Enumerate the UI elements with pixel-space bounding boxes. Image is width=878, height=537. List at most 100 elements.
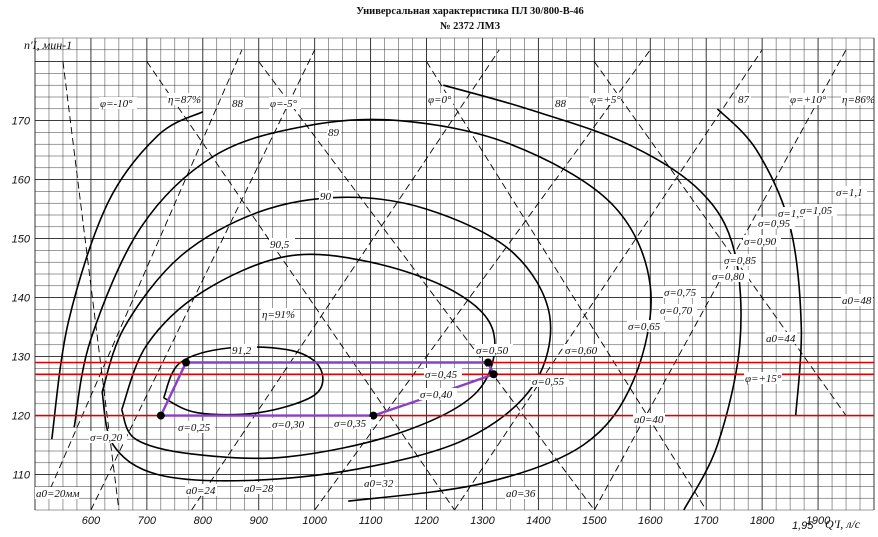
efficiency-label: η=86% xyxy=(842,94,875,106)
x-tick-label: 900 xyxy=(250,515,269,527)
label-bg xyxy=(271,418,309,430)
label-bg xyxy=(231,344,257,356)
cavitation-label: σ=0,40 xyxy=(420,389,453,401)
cavitation-label: σ=0,25 xyxy=(178,422,211,434)
y-axis-label: n'I, мин-1 xyxy=(24,38,72,52)
x-tick-label: 600 xyxy=(82,515,101,527)
x-tick-label: 1000 xyxy=(302,515,327,527)
label-bg xyxy=(333,417,371,429)
opening-label: a0=20мм xyxy=(36,488,79,500)
x-tick-label: 1800 xyxy=(750,515,775,527)
efficiency-label: 87 xyxy=(738,94,750,106)
label-bg xyxy=(177,421,215,433)
label-bg xyxy=(737,93,751,105)
label-bg xyxy=(231,97,245,109)
efficiency-contour xyxy=(716,108,803,416)
construction-line xyxy=(593,61,847,416)
opening-label: a0=44 xyxy=(766,333,796,345)
axis-ticks: 600 700 800 900 1000 1100 1200 1300 1400 1500 1600… xyxy=(12,116,832,527)
label-bg xyxy=(789,93,827,105)
y-tick-label: 150 xyxy=(12,234,31,246)
x-tick-label: 1100 xyxy=(359,515,384,527)
cavitation-label: σ=0,60 xyxy=(565,345,598,357)
y-tick-label: 140 xyxy=(12,293,31,305)
efficiency-contour xyxy=(120,253,496,460)
cavitation-label: σ=0,85 xyxy=(724,255,757,267)
y-tick-label: 170 xyxy=(12,116,31,128)
label-bg xyxy=(319,190,333,202)
label-bg xyxy=(711,270,749,282)
x-tick-label: 1500 xyxy=(582,515,607,527)
label-bg xyxy=(627,320,665,332)
opening-label: a0=48 xyxy=(842,295,872,307)
label-bg xyxy=(841,294,873,306)
cavitation-label: σ=0,75 xyxy=(664,287,697,299)
chart-title: Универсальная характеристика ПЛ 30/800-В… xyxy=(356,6,583,17)
cavitation-label: σ=0,50 xyxy=(476,345,509,357)
x-tick-label: 800 xyxy=(194,515,213,527)
blade-angle-label: φ=-5° xyxy=(270,98,298,110)
blade-angle-label: φ=+15° xyxy=(745,373,782,385)
label-bg xyxy=(167,93,199,105)
cavitation-label: σ=0,95 xyxy=(758,218,791,230)
efficiency-label: 90,5 xyxy=(270,239,290,251)
cavitation-label: σ=1,05 xyxy=(800,205,833,217)
y-tick-label: 130 xyxy=(12,352,31,364)
blade-angle-label: φ=+10° xyxy=(790,94,827,106)
operating-point-marker xyxy=(182,358,191,367)
label-bg xyxy=(261,308,293,320)
label-bg xyxy=(531,375,569,387)
efficiency-contours xyxy=(50,84,803,511)
blade-angle-label: φ=0° xyxy=(428,94,452,106)
efficiency-label: 91,2 xyxy=(232,345,252,357)
cavitation-label: σ=1,0 xyxy=(778,208,805,220)
x-tick-label: 1600 xyxy=(638,515,663,527)
construction-line xyxy=(90,49,316,511)
y-tick-label: 110 xyxy=(12,470,30,482)
label-bg xyxy=(744,372,782,384)
label-bg xyxy=(505,487,537,499)
efficiency-contour xyxy=(50,111,204,440)
label-bg xyxy=(475,344,513,356)
opening-label: a0=40 xyxy=(634,414,664,426)
operating-point-marker xyxy=(484,358,493,367)
construction-line xyxy=(258,61,595,511)
construction-line xyxy=(454,49,763,511)
construction-line xyxy=(45,49,243,499)
efficiency-label: η=87% xyxy=(168,94,201,106)
y-tick-label: 160 xyxy=(12,175,31,187)
label-bg xyxy=(663,286,701,298)
construction-line xyxy=(426,61,707,511)
cavitation-label: σ=0,65 xyxy=(628,321,661,333)
efficiency-label: η=91% xyxy=(262,309,295,321)
opening-label: a0=36 xyxy=(506,488,536,500)
x-tick-label: 700 xyxy=(138,515,157,527)
operating-point-marker xyxy=(489,370,498,379)
efficiency-label: 89 xyxy=(328,127,340,139)
label-bg xyxy=(185,484,217,496)
operating-point-marker xyxy=(156,411,165,420)
label-bg xyxy=(99,97,137,109)
efficiency-label: 88 xyxy=(232,98,244,110)
label-bg xyxy=(757,217,795,229)
cavitation-label: σ=0,80 xyxy=(712,271,745,283)
cavitation-label: σ=0,45 xyxy=(425,369,458,381)
efficiency-label: 90 xyxy=(320,191,332,203)
cavitation-label: σ=0,90 xyxy=(744,236,777,248)
cavitation-label: σ=0,55 xyxy=(532,376,565,388)
label-bg xyxy=(89,431,127,443)
label-bg xyxy=(589,93,621,105)
label-bg xyxy=(427,93,453,105)
y-tick-label: 120 xyxy=(12,411,31,423)
label-bg xyxy=(327,126,341,138)
blade-angle-label: φ=+5° xyxy=(590,94,621,106)
cavitation-label: σ=0,20 xyxy=(90,432,123,444)
cavitation-label: σ=0,30 xyxy=(272,419,305,431)
label-bg xyxy=(419,388,457,400)
efficiency-contour xyxy=(443,84,742,511)
label-bg xyxy=(424,368,462,380)
cavitation-label: σ=1,1 xyxy=(836,187,863,199)
x-tick-label: 1200 xyxy=(414,515,439,527)
efficiency-contour xyxy=(162,346,324,416)
